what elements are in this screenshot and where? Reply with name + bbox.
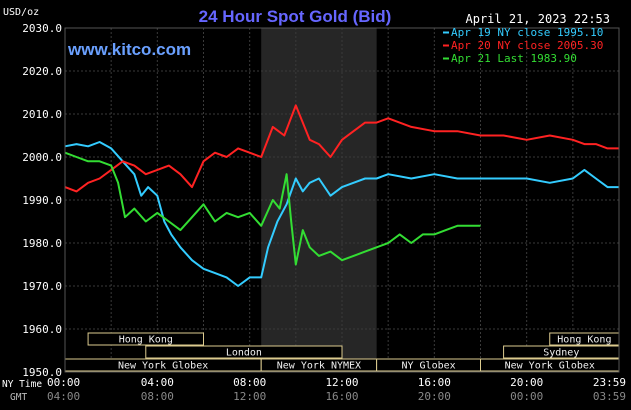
x-tick-label-gmt: 20:00	[418, 390, 451, 403]
series-line-2	[64, 104, 619, 193]
y-tick-label: 1950.0	[22, 366, 62, 379]
legend-entry: Apr 19 NY close 1995.10	[451, 26, 603, 39]
session-bar	[87, 332, 204, 346]
y-tick-label: 1980.0	[22, 237, 62, 250]
y-axis-unit: USD/oz	[3, 7, 39, 18]
ny-time-label: NY Time	[2, 379, 42, 390]
x-tick-label-gmt: 04:00	[47, 390, 80, 403]
y-tick-label: 2020.0	[22, 65, 62, 78]
legend-entry: Apr 20 NY close 2005.30	[451, 39, 603, 52]
y-tick-label: 2030.0	[22, 22, 62, 35]
y-tick-label: 1990.0	[22, 194, 62, 207]
x-tick-label-gmt: 16:00	[325, 390, 358, 403]
session-label: Hong Kong	[119, 335, 173, 346]
x-tick-label-gmt: 12:00	[233, 390, 266, 403]
plot-frame	[64, 27, 620, 373]
session-label: New York NYMEX	[277, 361, 361, 372]
x-tick-label-ny: 20:00	[510, 376, 543, 389]
chart-title: 24 Hour Spot Gold (Bid)	[199, 7, 392, 26]
x-tick-label-ny: 08:00	[233, 376, 266, 389]
y-tick-label: 2000.0	[22, 151, 62, 164]
brand-logo: www.kitco.com	[67, 40, 191, 59]
session-bar	[145, 345, 343, 359]
x-tick-label-ny: 23:59	[593, 376, 626, 389]
x-tick-label-gmt: 08:00	[141, 390, 174, 403]
y-tick-label: 2010.0	[22, 108, 62, 121]
x-tick-label-ny: 12:00	[325, 376, 358, 389]
x-tick-label-ny: 16:00	[418, 376, 451, 389]
session-label: New York Globex	[118, 361, 208, 372]
series-line-3	[64, 151, 481, 266]
y-tick-label: 1960.0	[22, 323, 62, 336]
gmt-label: GMT	[10, 392, 27, 403]
x-tick-label-gmt: 03:59	[593, 390, 626, 403]
series-line-1	[64, 141, 619, 287]
session-label: New York Globex	[505, 361, 595, 372]
chart-datetime: April 21, 2023 22:53	[466, 12, 611, 26]
legend-entry: Apr 21 Last 1983.90	[451, 52, 577, 65]
x-tick-label-gmt: 00:00	[510, 390, 543, 403]
y-tick-label: 1970.0	[22, 280, 62, 293]
x-tick-label-ny: 04:00	[141, 376, 174, 389]
session-label: Hong Kong	[557, 335, 611, 346]
session-label: Sydney	[543, 348, 579, 359]
session-label: London	[226, 348, 262, 359]
session-label: NY Globex	[401, 361, 455, 372]
x-tick-label-ny: 00:00	[47, 376, 80, 389]
